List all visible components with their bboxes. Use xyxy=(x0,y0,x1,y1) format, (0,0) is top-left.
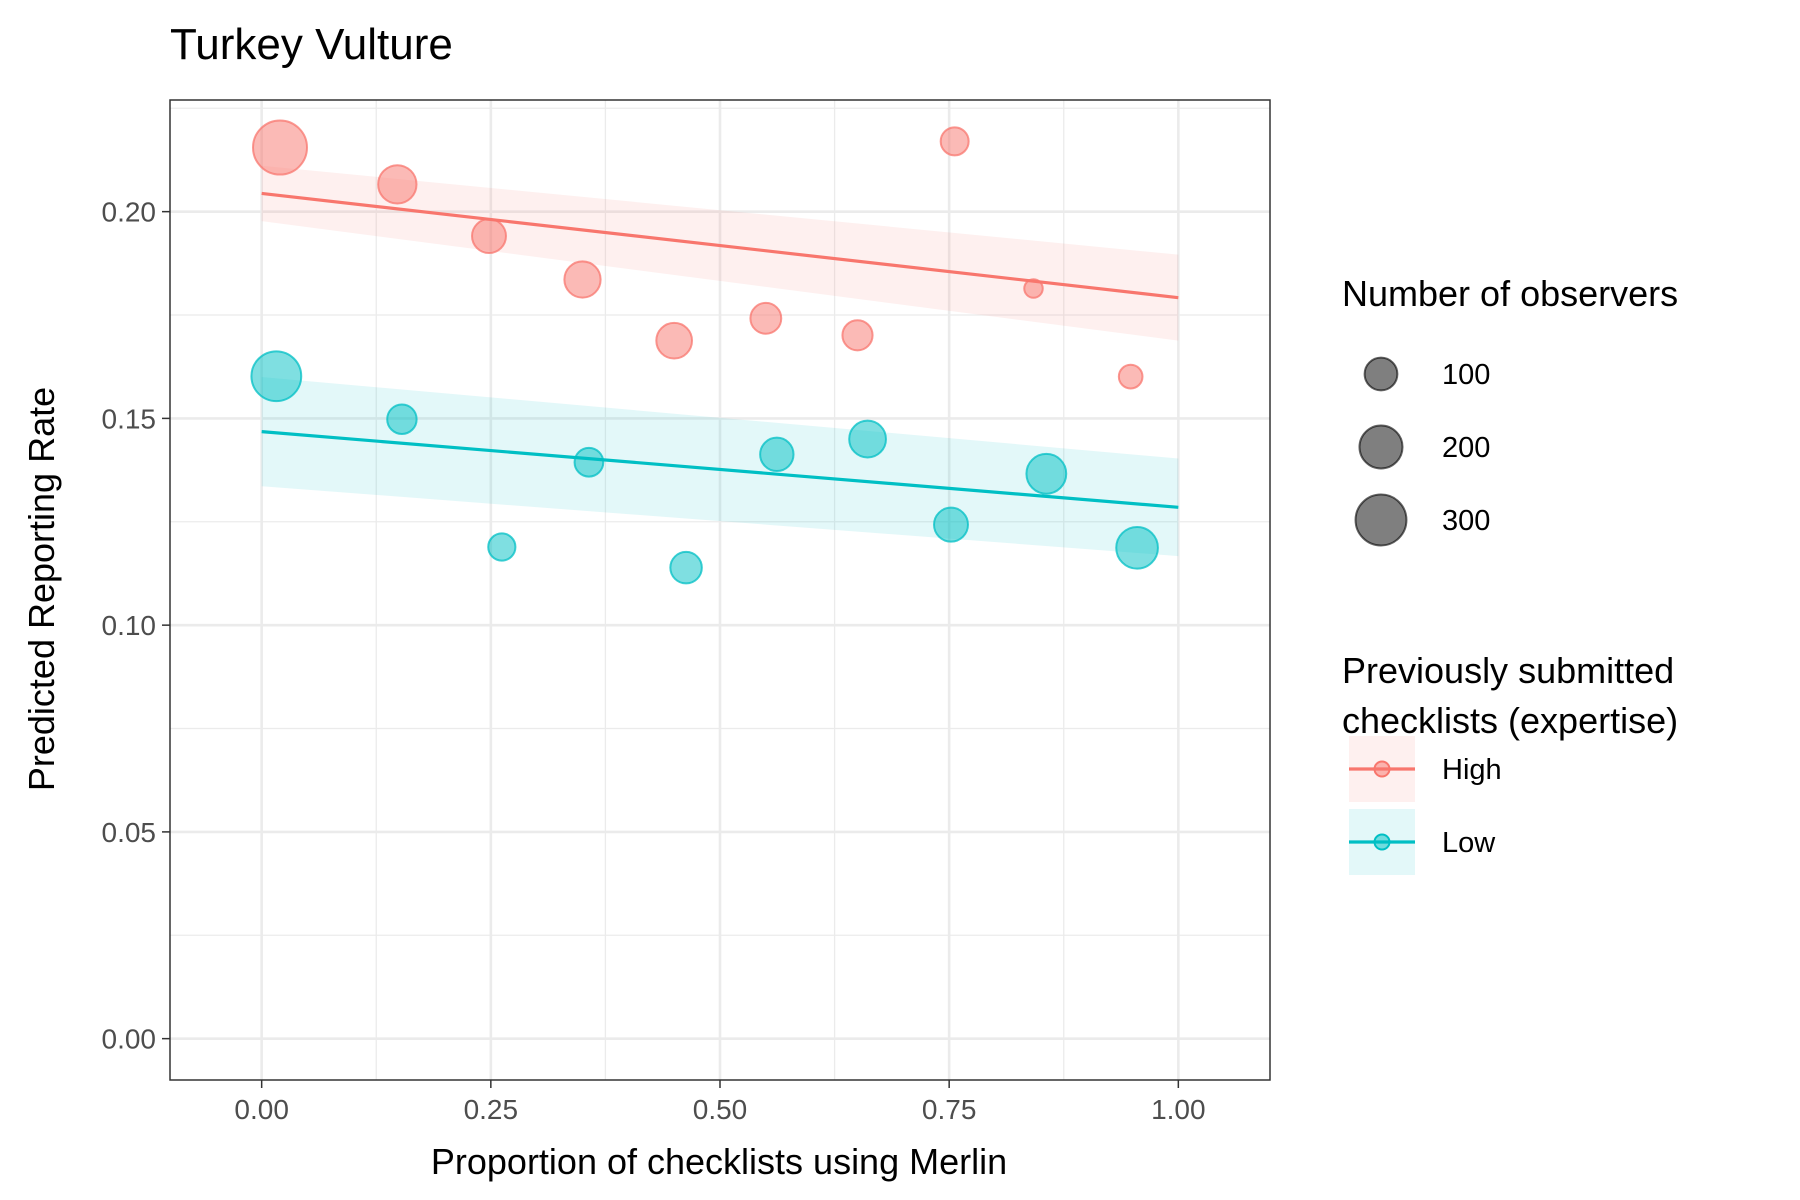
y-tick-label: 0.10 xyxy=(102,610,157,641)
x-tick-label: 0.50 xyxy=(693,1094,748,1125)
y-tick-label: 0.20 xyxy=(102,197,157,228)
data-point-low xyxy=(759,436,795,473)
data-point-high xyxy=(655,321,694,360)
size-legend-title: Number of observers xyxy=(1342,273,1678,314)
data-point-low xyxy=(933,506,969,543)
size-legend-key-100 xyxy=(1363,356,1399,392)
x-axis: 0.00 0.25 0.50 0.75 1.00 xyxy=(234,1080,1206,1125)
x-tick-label: 1.00 xyxy=(1151,1094,1206,1125)
y-axis-title: Predicted Reporting Rate xyxy=(21,387,62,791)
data-point-high xyxy=(252,119,308,176)
size-legend-key-300 xyxy=(1354,493,1408,547)
grid-lines xyxy=(170,100,1270,1080)
data-point-low xyxy=(487,532,517,562)
data-point-high xyxy=(377,164,418,205)
data-point-high xyxy=(841,319,874,352)
data-point-high xyxy=(939,126,970,157)
x-tick-label: 0.00 xyxy=(234,1094,289,1125)
color-legend-label-high: High xyxy=(1442,754,1502,786)
data-point-low xyxy=(669,550,703,585)
size-legend-label: 300 xyxy=(1442,505,1490,537)
data-point-low xyxy=(848,419,887,459)
y-axis: 0.00 0.05 0.10 0.15 0.20 xyxy=(102,197,170,1055)
data-points xyxy=(250,119,1159,585)
chart-title: Turkey Vulture xyxy=(170,20,453,69)
size-legend-label: 100 xyxy=(1442,359,1490,391)
data-point-low xyxy=(1025,452,1068,495)
data-point-high xyxy=(1023,278,1044,299)
plot-panel xyxy=(169,99,1271,1081)
color-legend-point-high xyxy=(1373,760,1391,778)
y-tick-label: 0.00 xyxy=(102,1024,157,1055)
data-point-high xyxy=(563,260,602,299)
size-legend-key-200 xyxy=(1358,424,1404,470)
size-legend-label: 200 xyxy=(1442,432,1490,464)
data-point-low xyxy=(250,350,303,403)
trend-lines xyxy=(261,191,1179,509)
color-legend-title-line-2: checklists (expertise) xyxy=(1342,700,1678,741)
data-point-high xyxy=(749,301,783,335)
data-point-high xyxy=(1117,363,1144,390)
trend-line-low xyxy=(261,430,1179,509)
color-legend: Previously submitted checklists (experti… xyxy=(1342,650,1678,875)
color-legend-point-low xyxy=(1373,833,1391,851)
trend-line-high xyxy=(261,191,1179,300)
data-point-low xyxy=(386,403,418,435)
data-point-low xyxy=(1115,525,1159,570)
color-legend-label-low: Low xyxy=(1442,827,1496,859)
data-point-low xyxy=(573,446,605,478)
x-axis-title: Proportion of checklists using Merlin xyxy=(431,1141,1007,1182)
x-tick-label: 0.75 xyxy=(922,1094,977,1125)
color-legend-title-line-1: Previously submitted xyxy=(1342,650,1674,691)
size-legend: Number of observers 100 200 300 xyxy=(1342,273,1678,547)
y-tick-label: 0.05 xyxy=(102,817,157,848)
x-tick-label: 0.25 xyxy=(464,1094,519,1125)
confidence-band-high xyxy=(261,165,1179,341)
y-tick-label: 0.15 xyxy=(102,403,157,434)
data-point-high xyxy=(471,218,507,255)
